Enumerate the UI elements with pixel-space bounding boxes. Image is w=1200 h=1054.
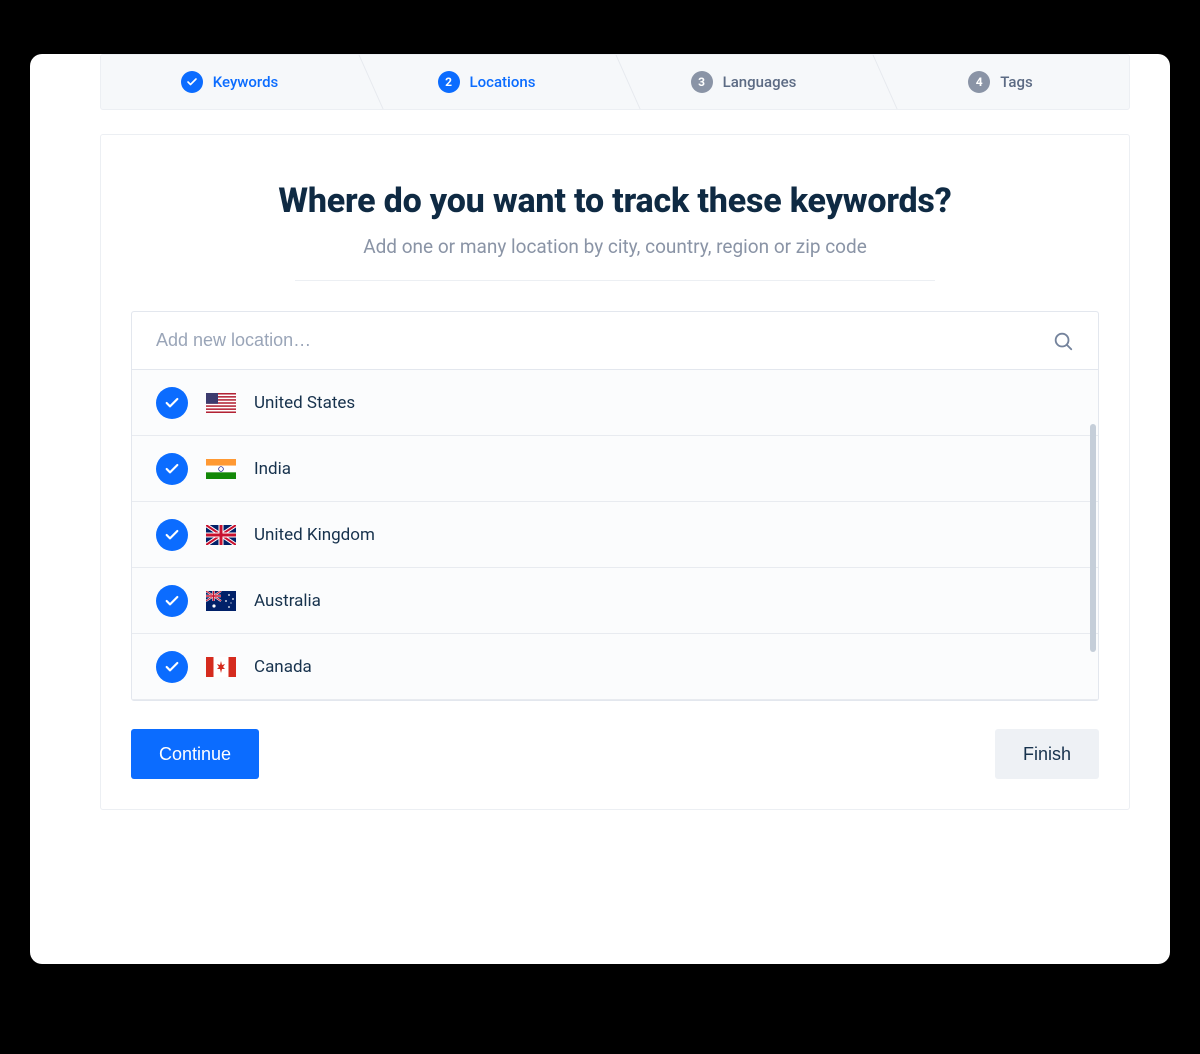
search-row <box>132 312 1098 370</box>
step-label: Keywords <box>213 73 279 91</box>
page-title: Where do you want to track these keyword… <box>131 181 1099 221</box>
step-locations[interactable]: 2 Locations <box>358 55 615 109</box>
location-label: Canada <box>254 657 312 677</box>
step-label: Languages <box>723 73 797 91</box>
step-check-icon <box>181 71 203 93</box>
flag-ca-icon <box>206 657 236 677</box>
button-row: Continue Finish <box>131 729 1099 779</box>
check-icon <box>156 387 188 419</box>
search-icon <box>1052 330 1074 352</box>
flag-gb-icon <box>206 525 236 545</box>
step-number-badge: 3 <box>691 71 713 93</box>
location-label: United States <box>254 393 355 413</box>
location-row[interactable]: Australia <box>132 568 1098 634</box>
check-icon <box>156 453 188 485</box>
step-number-badge: 2 <box>438 71 460 93</box>
flag-us-icon <box>206 393 236 413</box>
stepper: Keywords 2 Locations 3 Languages 4 Tags <box>100 54 1130 110</box>
check-icon <box>156 651 188 683</box>
step-number-badge: 4 <box>968 71 990 93</box>
location-list: United States India <box>132 370 1098 700</box>
location-row[interactable]: United States <box>132 370 1098 436</box>
flag-in-icon <box>206 459 236 479</box>
location-label: United Kingdom <box>254 525 375 545</box>
wizard-card: Keywords 2 Locations 3 Languages 4 Tags … <box>30 54 1170 964</box>
finish-button[interactable]: Finish <box>995 729 1099 779</box>
location-row[interactable]: Canada <box>132 634 1098 700</box>
location-label: India <box>254 459 291 479</box>
continue-button[interactable]: Continue <box>131 729 259 779</box>
check-icon <box>156 519 188 551</box>
step-label: Tags <box>1000 73 1032 91</box>
step-tags[interactable]: 4 Tags <box>872 55 1129 109</box>
step-keywords[interactable]: Keywords <box>101 55 358 109</box>
location-label: Australia <box>254 591 321 611</box>
scrollbar[interactable] <box>1090 424 1096 652</box>
location-row[interactable]: United Kingdom <box>132 502 1098 568</box>
step-languages[interactable]: 3 Languages <box>615 55 872 109</box>
page-subtitle: Add one or many location by city, countr… <box>131 235 1099 258</box>
flag-au-icon <box>206 591 236 611</box>
content-panel: Where do you want to track these keyword… <box>100 134 1130 810</box>
location-search-input[interactable] <box>156 330 1052 351</box>
location-picker: United States India <box>131 311 1099 701</box>
divider <box>295 280 935 281</box>
location-row[interactable]: India <box>132 436 1098 502</box>
step-label: Locations <box>470 73 536 91</box>
check-icon <box>156 585 188 617</box>
